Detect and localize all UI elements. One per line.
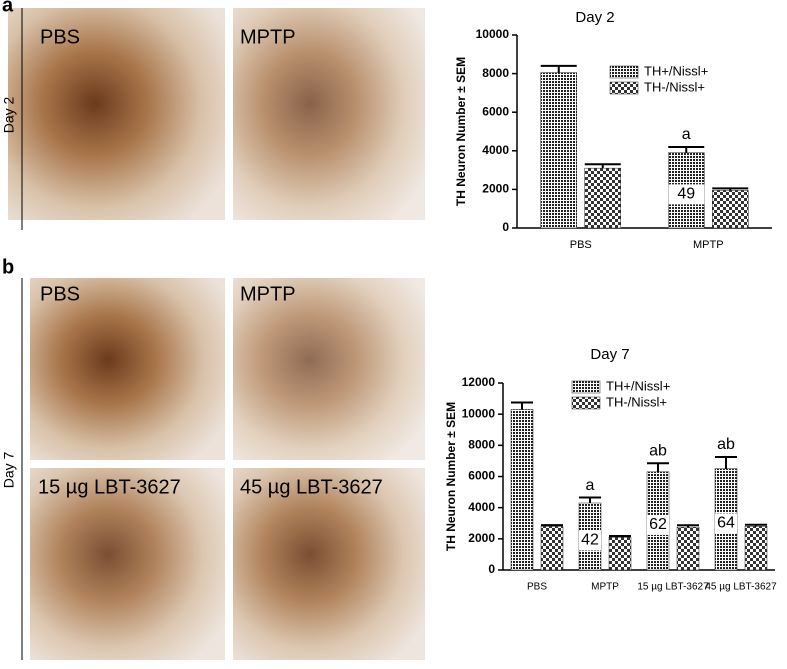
micrograph [233, 278, 425, 460]
row-label: Day 7 [1, 452, 17, 489]
legend-swatch [609, 81, 639, 95]
percent-label: 42 [581, 532, 599, 549]
error-bar [541, 524, 563, 527]
bar [510, 409, 534, 571]
image-label: MPTP [240, 283, 296, 305]
error-bar [584, 163, 621, 169]
error-bar [677, 524, 699, 528]
legend-swatch [571, 380, 601, 394]
error-bar [668, 145, 705, 153]
panel-letter: b [2, 256, 14, 278]
micrograph [30, 468, 225, 660]
legend-swatch [609, 65, 639, 79]
percent-label: 49 [677, 186, 695, 203]
error-bar [540, 64, 577, 73]
x-tick-label: 45 µg LBT-3627 [705, 582, 777, 593]
y-tick-label: 2000 [482, 182, 509, 196]
x-tick-label: PBS [570, 239, 592, 251]
y-tick-label: 8000 [468, 438, 495, 452]
y-tick-label: 12000 [462, 375, 496, 389]
image-label: PBS [40, 283, 80, 305]
y-tick-label: 8000 [482, 66, 509, 80]
significance-label: ab [717, 436, 735, 453]
bar [584, 167, 621, 229]
percent-label: 62 [649, 516, 667, 533]
error-bar [579, 496, 601, 503]
image-label: 15 µg LBT-3627 [38, 476, 181, 498]
error-bar [511, 401, 533, 410]
bar [712, 190, 749, 229]
chart-title: Day 2 [575, 9, 614, 26]
x-tick-label: 15 µg LBT-3627 [637, 582, 709, 593]
percent-label: 64 [717, 515, 735, 532]
micrograph [8, 8, 225, 220]
legend-label: TH-/Nissl+ [644, 79, 705, 94]
bar [608, 537, 632, 571]
y-axis-label: TH Neuron Number ± SEM [444, 402, 458, 551]
significance-label: ab [649, 442, 667, 459]
label-background [647, 514, 669, 535]
y-tick-label: 10000 [462, 406, 496, 420]
y-tick-label: 6000 [482, 104, 509, 118]
image-label: PBS [40, 26, 80, 48]
micrographs [8, 8, 425, 660]
legend-swatch [571, 396, 601, 410]
label-background [715, 513, 737, 534]
legend-label: TH+/Nissl+ [606, 378, 670, 393]
x-tick-label: PBS [527, 582, 547, 593]
y-tick-label: 6000 [468, 469, 495, 483]
y-tick-label: 10000 [476, 27, 510, 41]
legend-label: TH-/Nissl+ [606, 394, 667, 409]
y-tick-label: 2000 [468, 531, 495, 545]
error-bar [647, 462, 669, 472]
significance-label: a [586, 477, 595, 494]
error-bar [715, 456, 737, 469]
error-bar [745, 523, 767, 527]
bar [744, 526, 768, 571]
x-tick-label: MPTP [591, 582, 619, 593]
micrograph [233, 468, 425, 660]
y-axis-label: TH Neuron Number ± SEM [454, 57, 468, 206]
error-bar [712, 187, 749, 191]
error-bar [609, 535, 631, 538]
image-label: 45 µg LBT-3627 [240, 476, 383, 498]
micrograph [233, 8, 425, 220]
label-background [579, 530, 601, 551]
chart-title: Day 7 [590, 346, 629, 363]
y-tick-label: 0 [488, 562, 495, 576]
y-tick-label: 4000 [468, 500, 495, 514]
panel-letter: a [2, 0, 14, 16]
image-label: MPTP [240, 26, 296, 48]
label-background [668, 184, 705, 205]
bar [676, 526, 700, 571]
y-tick-label: 0 [502, 220, 509, 234]
bar [540, 526, 564, 571]
legend-label: TH+/Nissl+ [644, 63, 708, 78]
micrograph [30, 278, 225, 460]
significance-label: a [682, 126, 691, 143]
y-tick-label: 4000 [482, 143, 509, 157]
row-label: Day 2 [1, 97, 17, 134]
x-tick-label: MPTP [693, 239, 724, 251]
bar [540, 72, 577, 229]
